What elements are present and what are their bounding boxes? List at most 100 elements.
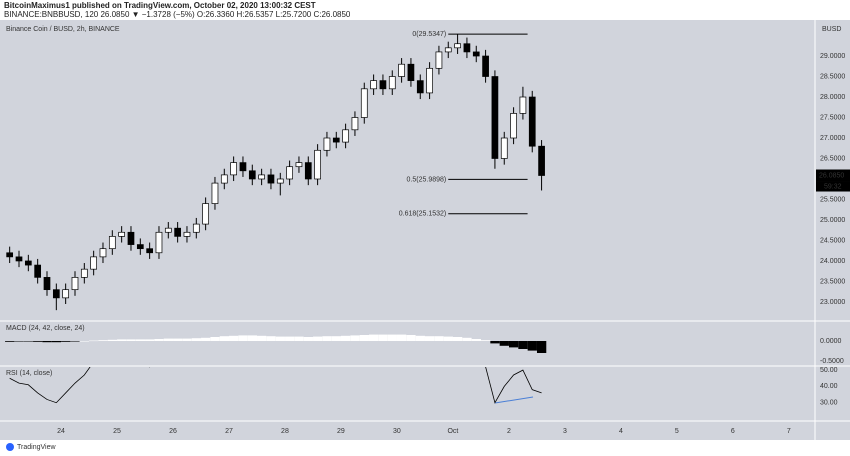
- rsi-tick-label: 30.00: [820, 400, 838, 407]
- plot-background: [0, 20, 850, 440]
- candle-body: [267, 174, 275, 184]
- x-tick-label: 24: [57, 428, 65, 435]
- macd-bar: [229, 335, 239, 341]
- candle-body: [482, 55, 489, 77]
- last-price-box: [816, 169, 850, 182]
- macd-bar: [452, 337, 463, 341]
- logo-icon: [6, 443, 14, 451]
- x-tick-label: 28: [281, 428, 289, 435]
- candle-body: [34, 264, 42, 278]
- fib-label: 0(29.5347): [412, 31, 446, 38]
- candle-body: [416, 80, 424, 94]
- y-tick-label: 23.5000: [820, 278, 845, 285]
- x-tick-label: 5: [675, 428, 679, 435]
- y-tick-label: 25.0000: [820, 217, 845, 224]
- macd-bar: [369, 334, 379, 341]
- x-tick-label: 4: [619, 428, 623, 435]
- candle-body: [407, 63, 415, 81]
- candle-body: [62, 289, 70, 299]
- macd-bar: [424, 336, 435, 341]
- last-price: 26.0850: [819, 172, 844, 179]
- macd-bar: [135, 339, 146, 341]
- candle-body: [99, 248, 107, 258]
- candle-body: [276, 178, 284, 184]
- macd-bar: [350, 335, 360, 341]
- macd-bar: [322, 336, 332, 341]
- candle-body: [24, 260, 32, 266]
- macd-bar: [107, 339, 118, 341]
- macd-bar: [471, 339, 481, 341]
- candle-body: [398, 63, 405, 77]
- macd-bar: [247, 335, 257, 341]
- macd-bar: [518, 341, 528, 349]
- candle-body: [510, 113, 517, 139]
- x-tick-label: 30: [393, 428, 401, 435]
- candle-body: [192, 223, 200, 233]
- brand: TradingView: [17, 444, 56, 451]
- macd-bar: [79, 341, 90, 342]
- macd-bar: [163, 338, 174, 341]
- candle-body: [258, 174, 265, 180]
- macd-bar: [285, 336, 295, 341]
- candle-body: [491, 76, 499, 159]
- macd-bar: [154, 339, 164, 341]
- macd-bar: [387, 334, 397, 341]
- y-tick-label: 28.0000: [820, 94, 845, 101]
- candle-body: [519, 96, 527, 114]
- y-tick-label: 27.5000: [820, 114, 845, 121]
- candle-body: [528, 96, 536, 147]
- macd-bar: [117, 339, 127, 341]
- candle-body: [360, 88, 368, 118]
- candle-body: [370, 80, 377, 90]
- candle-body: [211, 182, 219, 204]
- candle-body: [202, 203, 209, 225]
- x-tick-label: 29: [337, 428, 345, 435]
- candle-body: [388, 76, 396, 90]
- rsi-tick-label: 50.00: [820, 367, 838, 374]
- candle-body: [295, 162, 303, 168]
- candle-body: [183, 231, 191, 237]
- macd-bar: [313, 336, 323, 341]
- candle-body: [164, 227, 172, 233]
- x-tick-label: 27: [225, 428, 233, 435]
- macd-bar: [266, 336, 276, 341]
- candle-body: [108, 236, 116, 250]
- divergence-line: [494, 396, 534, 404]
- symbol-line: BINANCE:BNBBUSD, 120 26.0850 ▼ −1.3728 (…: [4, 10, 351, 19]
- macd-bar: [378, 334, 388, 341]
- macd-bar: [257, 335, 267, 341]
- macd-bar: [527, 341, 537, 351]
- macd-bar: [331, 336, 341, 341]
- candle-body: [379, 80, 387, 90]
- candle-body: [286, 166, 293, 180]
- macd-bar: [443, 336, 453, 341]
- y-tick-label: 29.0000: [820, 53, 845, 60]
- macd-tick-label: 0.0000: [820, 338, 842, 345]
- publisher: BitcoinMaximus1 published on TradingView…: [4, 1, 316, 10]
- candle-body: [155, 231, 163, 254]
- macd-bar: [499, 341, 509, 346]
- macd-bar: [536, 341, 547, 353]
- candle-body: [472, 51, 480, 57]
- macd-bar: [415, 335, 425, 341]
- candle-body: [463, 43, 471, 53]
- macd-bar: [397, 334, 407, 341]
- macd-bar: [490, 341, 500, 344]
- candle-body: [52, 289, 60, 299]
- candle-body: [239, 162, 247, 172]
- candle-body: [500, 137, 508, 159]
- macd-bar: [219, 336, 229, 341]
- y-tick-label: 24.0000: [820, 258, 845, 265]
- macd-bar: [23, 341, 34, 342]
- macd-bar: [126, 339, 136, 341]
- candle-body: [6, 252, 14, 258]
- macd-bar: [341, 335, 351, 341]
- macd-bar: [42, 341, 52, 343]
- macd-bar: [275, 336, 285, 341]
- macd-bar: [359, 335, 369, 341]
- macd-bar: [294, 336, 304, 341]
- y-tick-label: 28.5000: [820, 73, 845, 80]
- macd-bar: [201, 337, 211, 341]
- candle-body: [136, 244, 144, 250]
